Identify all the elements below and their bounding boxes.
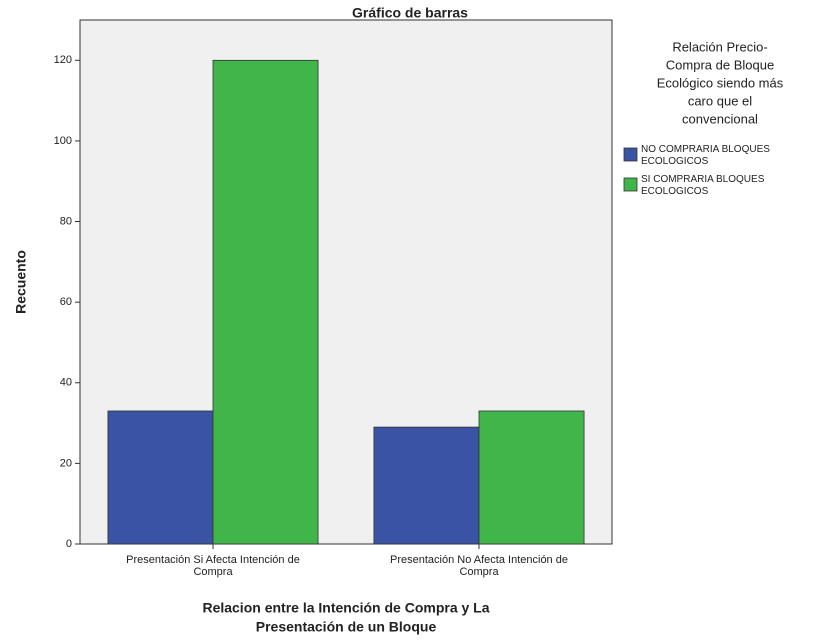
y-tick-label: 80 (60, 215, 72, 227)
y-tick-label: 20 (60, 457, 72, 469)
legend-label: SI COMPRARIA BLOQUES ECOLOGICOS (641, 174, 765, 197)
legend-title: Ecológico siendo más (657, 75, 784, 90)
bar (373, 426, 480, 545)
y-tick-label: 40 (60, 377, 72, 389)
y-tick-label: 100 (54, 135, 72, 147)
y-tick-label: 60 (60, 296, 72, 308)
y-tick-label: 120 (54, 54, 72, 66)
chart-title: Gráfico de barras (352, 5, 468, 21)
x-tick-label: Presentación Si Afecta Intención de Comp… (126, 554, 300, 578)
x-axis-label: Presentación de un Bloque (256, 619, 437, 635)
y-tick-label: 0 (66, 538, 72, 550)
legend-swatch (623, 147, 638, 162)
bar (478, 410, 585, 545)
bar (212, 59, 319, 545)
legend-swatch (623, 177, 638, 192)
x-axis-label: Relacion entre la Intención de Compra y … (202, 600, 489, 616)
bar (107, 410, 214, 545)
legend-title: convencional (682, 111, 758, 126)
legend-label: NO COMPRARIA BLOQUES ECOLOGICOS (641, 144, 770, 167)
legend-title: Compra de Bloque (666, 57, 774, 72)
legend-title: caro que el (688, 93, 752, 108)
x-tick-label: Presentación No Afecta Intención de Comp… (390, 554, 568, 578)
y-axis-label: Recuento (13, 250, 29, 314)
legend-title: Relación Precio- (672, 39, 767, 54)
